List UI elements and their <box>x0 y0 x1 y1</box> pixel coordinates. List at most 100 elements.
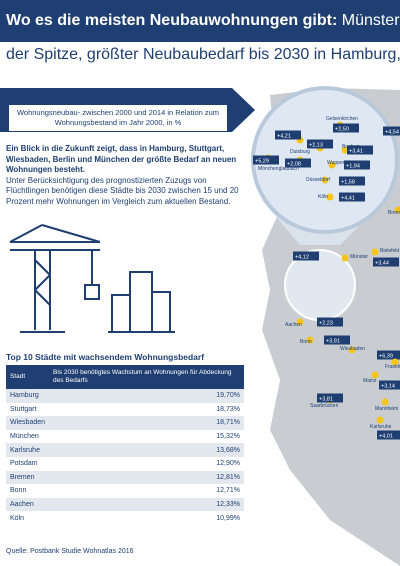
lead-text: Ein Blick in die Zukunft zeigt, dass in … <box>6 144 239 206</box>
map-dot <box>328 161 336 169</box>
map-dot <box>341 146 349 154</box>
value-label: +4,21 <box>277 134 291 140</box>
city-label: Wuppertal <box>327 160 350 166</box>
table-cell: Bremen <box>6 470 50 485</box>
value-badge <box>339 176 365 186</box>
table: Stadt Bis 2030 benötigtes Wachstum an Woh… <box>6 365 244 525</box>
table-cell: 12,90% <box>216 460 240 468</box>
table-cell: Wiesbaden <box>6 416 50 430</box>
table-row: Hamburg 19,70% <box>6 389 244 403</box>
table-row: Karlsruhe 13,68% <box>6 443 244 457</box>
value-badge <box>377 430 400 440</box>
table-title: Top 10 Städte mit wachsendem Wohnungsbed… <box>6 352 205 362</box>
map-dot <box>391 358 399 366</box>
table-cell: 15,32% <box>216 433 240 441</box>
table-row: Bremen 12,81% <box>6 470 244 485</box>
map-dot <box>371 248 379 256</box>
city-label: Aachen <box>285 322 302 328</box>
value-label: +1,58 <box>341 180 355 186</box>
value-label: +3,91 <box>326 339 340 345</box>
table-row: Wiesbaden 18,71% <box>6 416 244 430</box>
table-cell: 12,81% <box>49 470 244 485</box>
table-cell: 12,71% <box>216 487 240 495</box>
table-cell: Karlsruhe <box>6 443 50 457</box>
map-dot <box>394 206 400 214</box>
table-row: Bonn 12,71% <box>6 484 244 498</box>
value-badge <box>383 126 400 136</box>
value-badge <box>317 317 343 327</box>
city-label: Gelsenkirchen <box>326 116 358 122</box>
table-row: Aachen 12,33% <box>6 497 244 512</box>
city-label: Saarbrücken <box>310 403 339 409</box>
value-badge <box>324 335 350 345</box>
table-cell: Hamburg <box>6 389 50 403</box>
value-label: +4,12 <box>295 255 309 261</box>
table-row: München 15,32% <box>6 430 244 444</box>
city-label: Mainz <box>363 378 377 384</box>
map-dot <box>321 176 329 184</box>
table-row: Stuttgart 18,73% <box>6 403 244 417</box>
value-label: +4,54 <box>385 130 399 136</box>
city-label: Mannheim <box>375 406 398 412</box>
value-badge <box>317 393 343 403</box>
city-label: Mönchengladbach <box>258 166 299 172</box>
city-label: Wiesbaden <box>340 346 365 352</box>
map-dot <box>341 254 349 262</box>
table-cell: Aachen <box>6 497 50 512</box>
table-cell: Stuttgart <box>10 405 37 413</box>
value-label: +2,23 <box>319 321 333 327</box>
value-label: +1,94 <box>346 164 360 170</box>
table-cell: Köln <box>10 514 25 522</box>
value-badge <box>373 257 399 267</box>
table-row: Potsdam 12,90% <box>6 457 244 471</box>
map-dot <box>326 193 334 201</box>
city-label: Köln <box>318 194 328 200</box>
map-dot <box>296 318 304 326</box>
map-dot <box>348 346 356 354</box>
value-badge <box>377 350 400 360</box>
source: Quelle: Postbank Studie Wohnatlas 2016 <box>6 548 134 555</box>
value-badge <box>253 155 279 165</box>
city-label: Frankfurt <box>385 364 400 370</box>
value-label: +6,39 <box>379 354 393 360</box>
city-label: Duisburg <box>290 149 310 155</box>
value-label: +3,41 <box>349 149 363 155</box>
map-dot <box>371 371 379 379</box>
table-cell: 13,68% <box>49 443 244 457</box>
city-label: Bonn <box>300 339 312 345</box>
map-dot <box>306 336 314 344</box>
icon-buildings <box>108 271 175 333</box>
value-label: +2,50 <box>335 127 349 133</box>
value-badge <box>275 130 301 140</box>
city-label: Münster <box>350 254 368 260</box>
header-cell: Stadt <box>6 365 50 389</box>
city-label: Breme <box>388 210 400 216</box>
banner-text: Wohnungsneubau- zwischen 2000 und 2014 i… <box>8 104 228 132</box>
table-cell: 12,33% <box>49 497 244 512</box>
value-label: +2,13 <box>309 143 323 149</box>
title: Wo es die meisten Neubauwohnungen gibt: … <box>0 0 400 42</box>
map-dot <box>376 416 384 424</box>
value-label: +4,01 <box>379 434 393 440</box>
value-label: +3,81 <box>319 397 333 403</box>
table-cell: 18,71% <box>49 416 244 430</box>
table-cell: 18,73% <box>216 405 240 413</box>
header-cell: Bis 2030 benötigtes Wachstum an Wohnunge… <box>49 365 244 389</box>
title-line-2: der Spitze, größter Neubaubedarf bis 203… <box>0 42 400 72</box>
value-badge <box>344 160 370 170</box>
map-dot <box>381 398 389 406</box>
table-cell: 19,70% <box>49 389 244 403</box>
value-badge <box>379 380 400 390</box>
value-badge <box>285 158 311 168</box>
value-label: +2,08 <box>287 162 301 168</box>
value-label: +3,44 <box>375 261 389 267</box>
value-badge <box>293 251 319 261</box>
table-cell: 10,99% <box>216 514 240 522</box>
icon-crane <box>9 224 101 333</box>
value-badge <box>347 145 373 155</box>
value-label: +3,14 <box>381 384 395 390</box>
value-badge <box>307 139 333 149</box>
city-label: Bielefeld <box>380 248 399 254</box>
